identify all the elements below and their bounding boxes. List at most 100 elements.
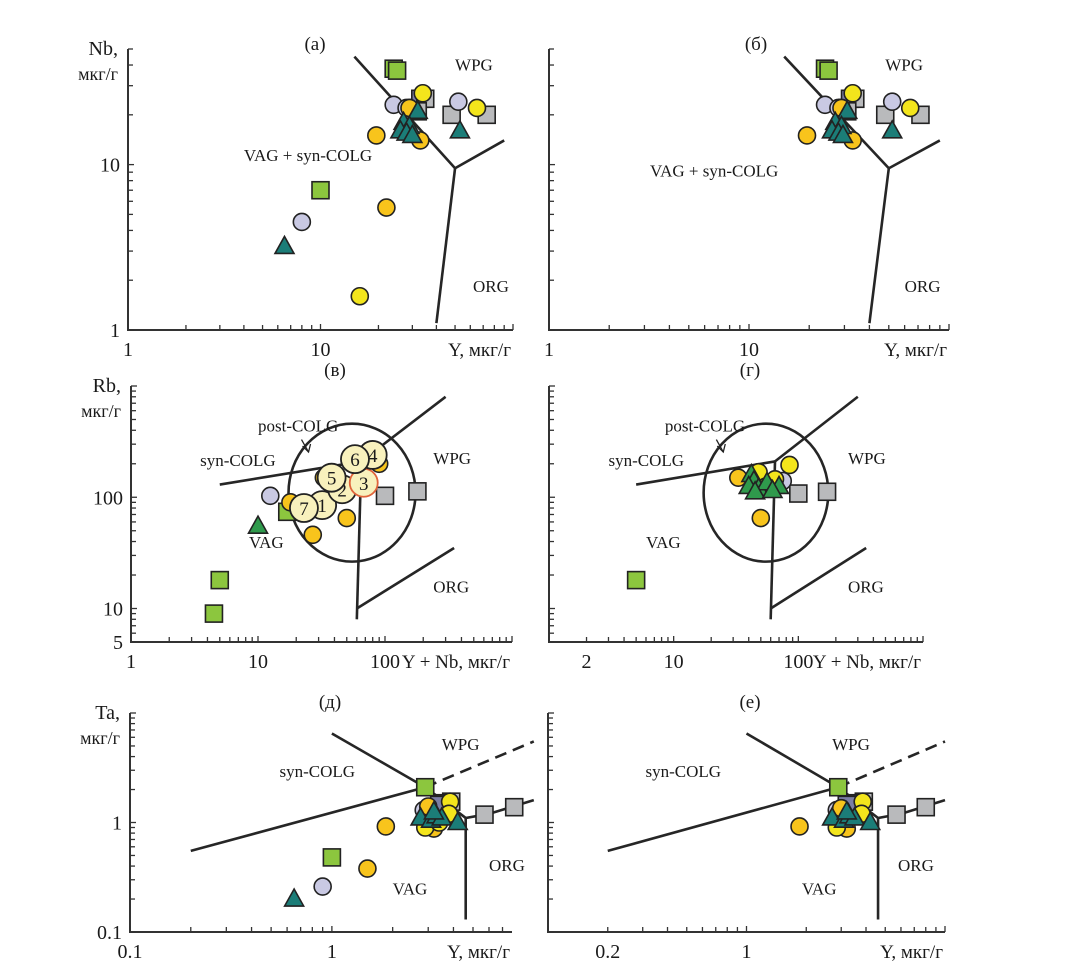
x-axis-label: Y + Nb, мкг/г <box>402 652 510 673</box>
data-point-triangle <box>446 810 469 831</box>
data-point-square <box>204 604 224 623</box>
data-point-circle <box>261 486 280 506</box>
dashed-field-boundary <box>837 740 946 789</box>
panel-label: (б) <box>745 34 767 55</box>
panel-a: 1 10 1 10 Y, мкг/г Nb, мкг/г (а) VAG + syn-COLG W… <box>78 34 514 361</box>
data-point-circle <box>449 92 468 112</box>
region-label: VAG <box>802 880 837 899</box>
panel-d: 2 10 100 Y + Nb, мкг/г (г) syn-COLG WPG VAG ORG p… <box>548 360 924 673</box>
x-axis-label: Y + Nb, мкг/г <box>813 652 921 673</box>
data-point-circle <box>376 817 396 836</box>
data-point-circle <box>350 286 370 306</box>
panel-label: (е) <box>739 692 760 713</box>
region-label: ORG <box>905 277 941 296</box>
x-tick-label: 100 <box>783 651 813 673</box>
data-point-square <box>311 180 330 200</box>
field-boundary <box>435 168 457 324</box>
field-boundary <box>774 395 859 463</box>
panel-e: 0.1 1 0.1 1 Y, мкг/г Ta, мкг/г (д) syn-COLG WPG VA… <box>80 692 535 963</box>
data-point-square <box>475 805 494 824</box>
region-label: WPG <box>433 449 471 468</box>
data-point-square <box>828 777 848 797</box>
data-point-square <box>387 61 407 80</box>
x-tick-label: 1 <box>126 651 136 673</box>
y-tick-label: 5 <box>113 632 123 654</box>
region-label: VAG <box>249 533 284 552</box>
data-point-triangle <box>832 123 854 144</box>
x-tick-label: 10 <box>311 339 331 361</box>
data-point-square <box>817 482 837 502</box>
sample-number-label: 5 <box>327 469 337 490</box>
data-point-circle <box>900 98 920 118</box>
region-label: VAG <box>646 533 681 552</box>
region-label: post-COLG <box>665 416 745 435</box>
region-label: ORG <box>473 277 509 296</box>
data-point-circle <box>780 455 799 475</box>
region-label: syn-COLG <box>200 451 276 470</box>
data-point-triangle <box>273 234 296 255</box>
x-tick-label: 100 <box>370 651 400 673</box>
panel-label: (д) <box>319 692 341 713</box>
data-point-square <box>415 777 435 797</box>
data-point-square <box>789 484 808 503</box>
sample-number-label: 3 <box>359 474 369 495</box>
data-point-square <box>626 570 646 590</box>
region-label: syn-COLG <box>646 762 722 781</box>
field-boundary <box>331 732 426 789</box>
y-axis-label: Ta, <box>95 702 120 724</box>
y-axis-label: Rb, <box>93 375 121 397</box>
dashed-field-boundary <box>424 740 535 789</box>
region-label: post-COLG <box>258 416 338 435</box>
x-tick-label: 0.2 <box>595 941 620 963</box>
field-boundary <box>356 546 455 610</box>
x-tick-label: 2 <box>582 651 592 673</box>
x-tick-label: 1 <box>123 339 133 361</box>
numbered-sample-circle <box>289 493 319 523</box>
x-axis-label: Y, мкг/г <box>884 340 947 361</box>
region-label: syn-COLG <box>608 451 684 470</box>
sample-number-label: 7 <box>299 499 309 520</box>
data-point-triangle <box>283 887 305 907</box>
sample-number-label: 4 <box>368 446 378 467</box>
arrow-line <box>715 439 724 453</box>
x-tick-label: 0.1 <box>118 941 143 963</box>
y-axis-label: Nb, <box>89 38 118 60</box>
region-label: syn-COLG <box>279 762 355 781</box>
region-label: WPG <box>455 56 493 75</box>
arrow-head-icon <box>302 443 312 454</box>
sample-number-label: 1 <box>317 496 327 517</box>
y-axis-unit: мкг/г <box>78 64 118 84</box>
region-label: WPG <box>885 56 923 75</box>
data-point-circle <box>292 212 312 232</box>
region-label: VAG + syn-COLG <box>650 161 778 180</box>
data-point-triangle <box>406 99 429 120</box>
sample-number-label: 2 <box>337 480 347 501</box>
x-axis-label: Y, мкг/г <box>880 942 943 963</box>
region-label: VAG + syn-COLG <box>244 146 372 165</box>
y-tick-label: 100 <box>93 487 123 509</box>
data-point-triangle <box>247 514 269 534</box>
data-point-circle <box>367 126 386 145</box>
data-point-square <box>916 797 936 817</box>
region-label: WPG <box>848 449 886 468</box>
data-point-triangle <box>761 478 784 499</box>
data-point-square <box>210 570 230 590</box>
data-point-circle <box>843 83 863 103</box>
y-tick-label: 10 <box>100 155 120 177</box>
data-point-square <box>322 848 342 867</box>
region-label: WPG <box>442 735 480 754</box>
region-label: VAG <box>393 880 428 899</box>
x-tick-label: 10 <box>248 651 268 673</box>
x-tick-label: 1 <box>544 339 554 361</box>
data-point-circle <box>313 877 332 896</box>
field-boundary <box>868 168 891 324</box>
axes <box>547 713 945 933</box>
data-point-circle <box>337 508 357 528</box>
x-tick-label: 10 <box>664 651 684 673</box>
data-point-square <box>375 486 395 506</box>
y-tick-label: 10 <box>103 599 123 621</box>
field-boundary <box>190 785 426 853</box>
numbered-sample-circle <box>340 444 370 475</box>
